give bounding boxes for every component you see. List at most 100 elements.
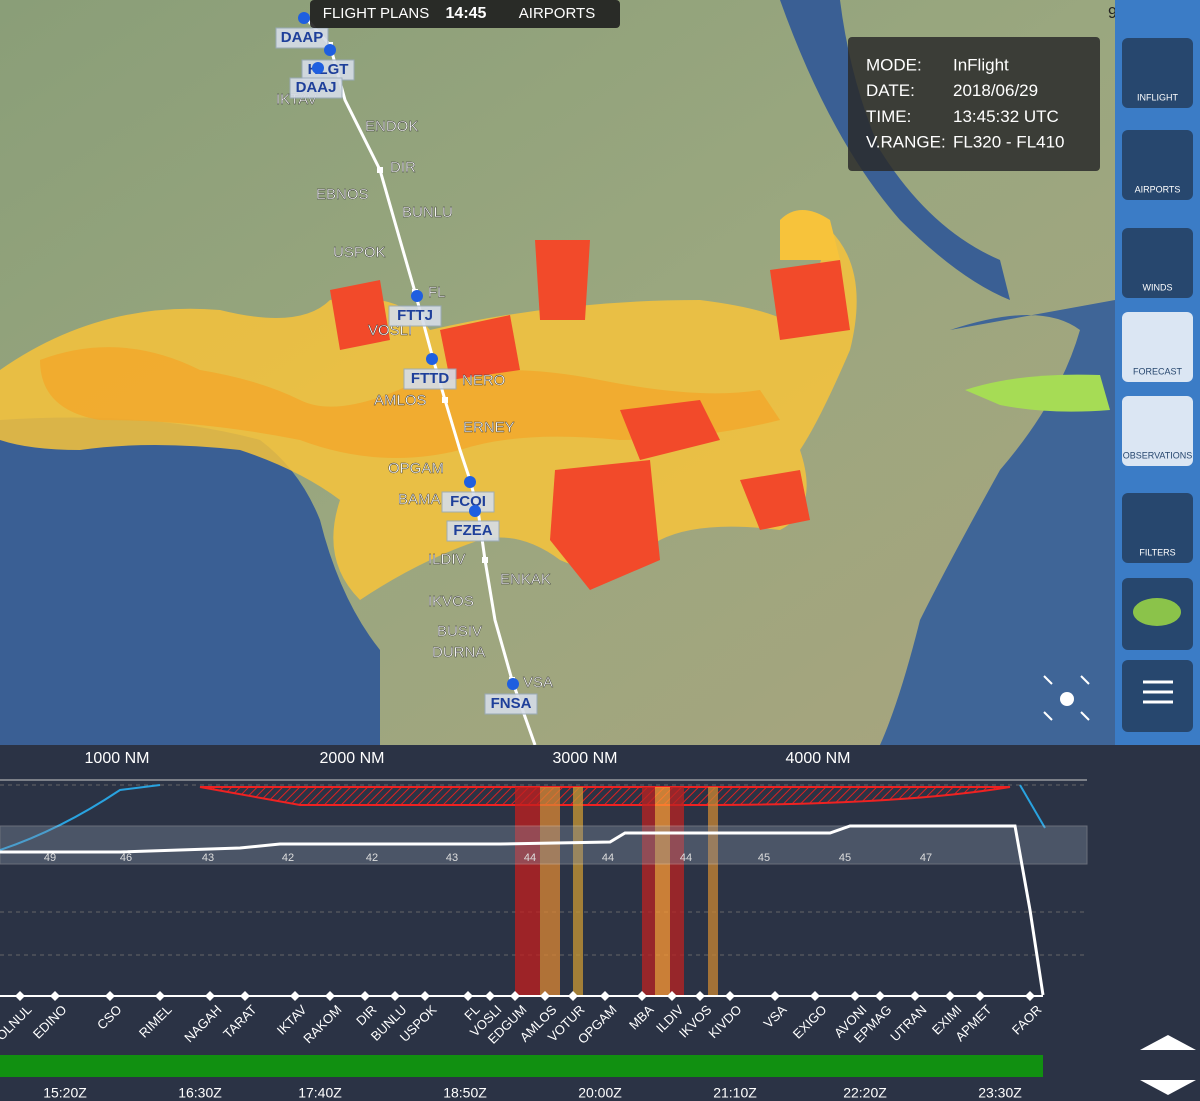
- airport-label[interactable]: FNSA: [491, 695, 532, 712]
- airport-label[interactable]: FTTJ: [397, 307, 433, 324]
- profile-point: [568, 991, 578, 1001]
- sidebar-button[interactable]: [1122, 228, 1193, 298]
- sidebar-label: WINDS: [1143, 282, 1173, 292]
- info-value: FL320 - FL410: [953, 133, 1065, 152]
- waypoint-label: ENKAK: [500, 571, 551, 588]
- route-point: [442, 397, 448, 403]
- sidebar-label: FILTERS: [1139, 547, 1175, 557]
- airport-dot: [464, 476, 476, 488]
- distance-label: 1000 NM: [85, 750, 150, 767]
- airport-dot: [507, 678, 519, 690]
- level-label: 43: [202, 852, 214, 864]
- profile-point: [290, 991, 300, 1001]
- level-label: 49: [44, 852, 56, 864]
- route-point: [377, 167, 383, 173]
- info-value: InFlight: [953, 55, 1009, 74]
- time-label: 15:20Z: [43, 1085, 87, 1101]
- nav-arrow: [1043, 675, 1053, 685]
- waypoint-label: ENDOK: [365, 118, 418, 135]
- info-value: 2018/06/29: [953, 81, 1038, 100]
- waypoint-label: FL: [428, 284, 446, 301]
- waypoint-label: EBNOS: [316, 186, 369, 203]
- airport-box: [388, 305, 442, 327]
- waypoint-label: BAMA: [398, 491, 441, 508]
- waypoint-label: AMLOS: [374, 392, 427, 409]
- waypoint-label: NERO: [462, 372, 505, 389]
- airport-label[interactable]: FCOI: [450, 493, 486, 510]
- time-label: 17:40Z: [298, 1085, 342, 1101]
- time-label: 23:30Z: [978, 1085, 1022, 1101]
- sidebar-button[interactable]: [1122, 130, 1193, 200]
- sidebar-button[interactable]: [1122, 38, 1193, 108]
- profile-panel: 1000 NM 2000 NM 3000 NM 4000 NM 49 46 43 42 42 43…: [0, 745, 1200, 1101]
- airport-label[interactable]: DAAJ: [296, 79, 337, 96]
- profile-point: [725, 991, 735, 1001]
- tab[interactable]: FLIGHT PLANS: [323, 5, 429, 22]
- tab[interactable]: AIRPORTS: [519, 5, 595, 22]
- airport-box: [289, 77, 343, 99]
- time-label: 22:20Z: [843, 1085, 887, 1101]
- time-label: 16:30Z: [178, 1085, 222, 1101]
- profile-point: [15, 991, 25, 1001]
- sidebar: INFLIGHT AIRPORTS WINDS FORECAST OBSERVATION…: [1115, 0, 1200, 745]
- profile-point: [205, 991, 215, 1001]
- level-label: 44: [602, 852, 614, 864]
- nav-center[interactable]: [1060, 692, 1074, 706]
- sidebar-label: INFLIGHT: [1137, 92, 1179, 102]
- airport-label[interactable]: FZEA: [453, 522, 492, 539]
- airport-box: [446, 520, 500, 542]
- profile-point: [975, 991, 985, 1001]
- airport-box: [484, 693, 538, 715]
- level-label: 45: [839, 852, 851, 864]
- profile-point: [540, 991, 550, 1001]
- sidebar-button[interactable]: [1122, 660, 1193, 732]
- waypoint-label: VSA: [523, 674, 553, 691]
- profile-point: [155, 991, 165, 1001]
- profile-point: [695, 991, 705, 1001]
- airport-dot: [324, 44, 336, 56]
- distance-label: 4000 NM: [786, 750, 851, 767]
- profile-point: [910, 991, 920, 1001]
- waypoint-label: ERNEY: [463, 419, 515, 436]
- waypoint-label: ILDIV: [428, 551, 466, 568]
- level-label: 46: [120, 852, 132, 864]
- airport-dot: [298, 12, 310, 24]
- profile-point: [390, 991, 400, 1001]
- airport-label[interactable]: FTTD: [411, 370, 449, 387]
- profile-point: [875, 991, 885, 1001]
- profile-point: [600, 991, 610, 1001]
- info-value: 13:45:32 UTC: [953, 107, 1059, 126]
- time-label: 20:00Z: [578, 1085, 622, 1101]
- profile-point: [485, 991, 495, 1001]
- info-label: MODE:: [866, 55, 922, 74]
- waypoint-label: USPOK: [333, 244, 386, 261]
- waypoint-label: DIR: [390, 159, 416, 176]
- waypoint-label: BUNLU: [402, 204, 453, 221]
- profile-point: [360, 991, 370, 1001]
- airport-box: [275, 27, 329, 49]
- profile-point: [463, 991, 473, 1001]
- sidebar-button[interactable]: [1122, 396, 1193, 466]
- info-panel: MODE: InFlight DATE: 2018/06/29 TIME: 13:45:3…: [848, 37, 1100, 171]
- sidebar-button[interactable]: [1122, 312, 1193, 382]
- sidebar-button[interactable]: [1122, 493, 1193, 563]
- level-label: 43: [446, 852, 458, 864]
- level-label: 44: [524, 852, 536, 864]
- cloud-icon: [1133, 598, 1181, 626]
- profile-point: [850, 991, 860, 1001]
- airport-label[interactable]: DAAP: [281, 29, 324, 46]
- nav-arrow: [1043, 711, 1053, 721]
- waypoint-label: OPGAM: [388, 460, 444, 477]
- airport-dot: [411, 290, 423, 302]
- level-label: 45: [758, 852, 770, 864]
- profile-point: [637, 991, 647, 1001]
- airport-box: [403, 368, 457, 390]
- profile-point: [240, 991, 250, 1001]
- level-label: 44: [680, 852, 692, 864]
- sidebar-label: FORECAST: [1133, 366, 1183, 376]
- airport-box: [441, 491, 495, 513]
- level-label: 47: [920, 852, 932, 864]
- top-bar: FLIGHT PLANS 14:45 AIRPORTS 93%: [310, 0, 1177, 28]
- airport-dot: [469, 505, 481, 517]
